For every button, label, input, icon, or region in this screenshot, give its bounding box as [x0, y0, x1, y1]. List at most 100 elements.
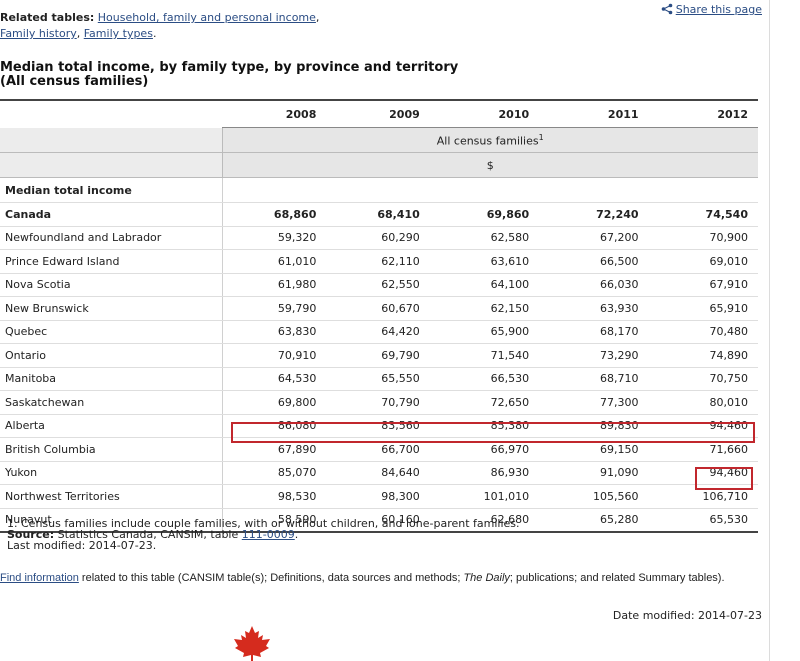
value-cell: 64,420: [326, 320, 430, 344]
value-cell: 63,830: [222, 320, 327, 344]
year-header: 2010: [429, 99, 540, 128]
income-table: 2008 2009 2010 2011 2012 All census fami…: [0, 99, 758, 533]
value-cell: 59,320: [222, 226, 327, 250]
value-cell: 101,010: [429, 484, 540, 509]
footnote-ref[interactable]: 1: [538, 132, 544, 142]
value-cell: 98,300: [326, 484, 430, 509]
value-cell: 94,460: [648, 461, 758, 485]
value-cell: 105,560: [539, 484, 649, 509]
table-row: Prince Edward Island 61,010 62,110 63,610 66…: [0, 249, 758, 274]
table-row: Quebec 63,830 64,420 65,900 68,170 70,480: [0, 320, 758, 344]
link-family-history[interactable]: Family history: [0, 27, 77, 40]
value-cell: 65,530: [648, 508, 758, 533]
source-line: Source: Statistics Canada, CANSIM, table…: [7, 528, 299, 541]
row-label: Prince Edward Island: [0, 249, 223, 274]
value-cell: 60,670: [326, 296, 430, 321]
value-cell: 71,660: [648, 437, 758, 462]
related-sep: ,: [76, 27, 81, 40]
date-modified: Date modified: 2014-07-23: [612, 609, 762, 622]
share-this-page[interactable]: Share this page: [661, 3, 762, 16]
value-cell: 86,080: [222, 414, 327, 438]
value-cell: 68,170: [539, 320, 649, 344]
value-cell: 61,010: [222, 249, 327, 274]
row-label: Alberta: [0, 414, 223, 438]
year-header: 2012: [648, 99, 758, 128]
table-row: Newfoundland and Labrador 59,320 60,290 62,…: [0, 226, 758, 250]
value-cell: 69,860: [429, 202, 540, 227]
page-title: Median total income, by family type, by …: [0, 61, 458, 89]
value-cell: 80,010: [648, 390, 758, 415]
value-cell: 86,930: [429, 461, 540, 485]
value-cell: 71,540: [429, 343, 540, 368]
year-header-row: 2008 2009 2010 2011 2012: [0, 99, 758, 128]
find-information-link[interactable]: Find information: [0, 572, 79, 584]
source-text: Statistics Canada, CANSIM, table: [54, 528, 242, 541]
value-cell: 84,640: [326, 461, 430, 485]
value-cell: 98,530: [222, 484, 327, 509]
value-cell: 62,150: [429, 296, 540, 321]
table-row: Yukon 85,070 84,640 86,930 91,090 94,460: [0, 461, 758, 485]
value-cell: 62,680: [429, 508, 540, 533]
row-label: Quebec: [0, 320, 223, 344]
value-cell: 106,710: [648, 484, 758, 509]
row-label: Northwest Territories: [0, 484, 223, 509]
value-cell: 68,710: [539, 367, 649, 391]
table-row: Manitoba 64,530 65,550 66,530 68,710 70,750: [0, 367, 758, 391]
table-row: Ontario 70,910 69,790 71,540 73,290 74,890: [0, 343, 758, 368]
value-cell: 89,830: [539, 414, 649, 438]
section-row: Median total income: [0, 177, 758, 203]
maple-leaf-icon: [234, 626, 270, 661]
value-cell: 91,090: [539, 461, 649, 485]
related-tables: Related tables: Household, family and pe…: [0, 10, 330, 42]
value-cell: 70,750: [648, 367, 758, 391]
year-header: 2009: [326, 99, 430, 128]
link-family-types[interactable]: Family types: [83, 27, 153, 40]
value-cell: 74,890: [648, 343, 758, 368]
value-cell: 65,550: [326, 367, 430, 391]
value-cell: 58,590: [222, 508, 327, 533]
row-label: Ontario: [0, 343, 223, 368]
value-cell: 72,650: [429, 390, 540, 415]
section-label: Median total income: [0, 177, 223, 203]
table-row: Alberta 86,080 83,560 85,380 89,830 94,460: [0, 414, 758, 438]
share-icon: [661, 3, 673, 15]
value-cell: 69,800: [222, 390, 327, 415]
value-cell: 60,160: [326, 508, 430, 533]
value-cell: 65,910: [648, 296, 758, 321]
row-label: British Columbia: [0, 437, 223, 462]
value-cell: 70,480: [648, 320, 758, 344]
share-link-label[interactable]: Share this page: [675, 3, 762, 16]
value-cell: 59,790: [222, 296, 327, 321]
value-cell: 85,380: [429, 414, 540, 438]
value-cell: 77,300: [539, 390, 649, 415]
value-cell: 83,560: [326, 414, 430, 438]
link-household-income[interactable]: Household, family and personal income: [97, 11, 316, 24]
value-cell: 67,890: [222, 437, 327, 462]
table-row: Saskatchewan 69,800 70,790 72,650 77,300 80,0…: [0, 390, 758, 415]
value-cell: 63,930: [539, 296, 649, 321]
unit-row: $: [0, 152, 758, 178]
table-row: British Columbia 67,890 66,700 66,970 69,150…: [0, 437, 758, 462]
title-line-2: (All census families): [0, 74, 149, 89]
value-cell: 69,150: [539, 437, 649, 462]
table-row: Nunavut 58,590 60,160 62,680 65,280 65,530: [0, 508, 758, 533]
value-cell: 63,610: [429, 249, 540, 274]
value-cell: 60,290: [326, 226, 430, 250]
value-cell: 65,900: [429, 320, 540, 344]
table-row: Nova Scotia 61,980 62,550 64,100 66,030 67,91…: [0, 273, 758, 297]
value-cell: 64,530: [222, 367, 327, 391]
source-label: Source:: [7, 528, 55, 541]
row-label: Yukon: [0, 461, 223, 485]
the-daily: The Daily: [463, 572, 510, 584]
value-cell: 70,910: [222, 343, 327, 368]
cansim-table-link[interactable]: 111-0009: [241, 528, 295, 541]
value-cell: 66,030: [539, 273, 649, 297]
year-header: 2011: [539, 99, 649, 128]
value-cell: 67,200: [539, 226, 649, 250]
related-sep: ,: [315, 11, 320, 24]
find-information-line: Find information related to this table (…: [0, 572, 725, 584]
subheader-row: All census families1: [0, 127, 758, 153]
value-cell: 66,970: [429, 437, 540, 462]
table-row: Canada 68,860 68,410 69,860 72,240 74,540: [0, 202, 758, 227]
value-cell: 68,410: [326, 202, 430, 227]
